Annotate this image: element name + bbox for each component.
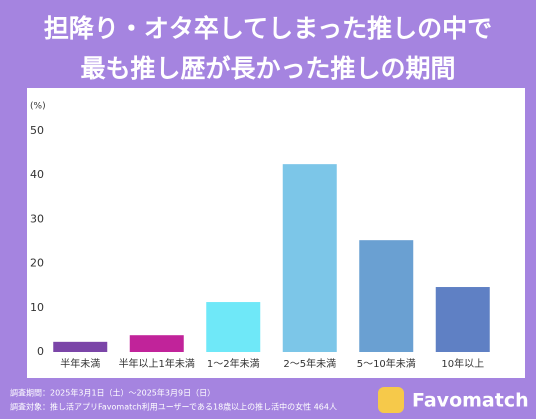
brand-icon <box>378 387 404 413</box>
y-tick-label: 20 <box>30 257 44 270</box>
x-tick-label: 半年未満 <box>60 357 100 370</box>
bar <box>53 341 108 352</box>
bar <box>282 164 337 352</box>
y-tick-label: 30 <box>30 212 44 225</box>
x-tick-label: 2～5年未満 <box>283 357 336 370</box>
chart-title: 担降り・オタ卒してしまった推しの中で <box>44 14 492 43</box>
bar <box>206 302 261 352</box>
y-tick-label: 10 <box>30 301 44 314</box>
y-tick-label: 40 <box>30 168 44 181</box>
footnote: 調査期間：2025年3月1日（土）〜2025年3月9日（日） <box>10 388 215 398</box>
x-tick-label: 半年以上1年未満 <box>119 357 195 370</box>
chart-title: 最も推し歴が長かった推しの期間 <box>80 54 455 83</box>
brand: Favomatch <box>412 390 529 412</box>
y-tick-label: 50 <box>30 124 44 137</box>
footnote: 調査対象：推し活アプリFavomatch利用ユーザーである18歳以上の推し活中の… <box>10 402 337 412</box>
x-tick-label: 10年以上 <box>441 357 484 370</box>
bar <box>435 287 490 352</box>
x-tick-label: 1～2年未満 <box>207 357 260 370</box>
y-unit: (%) <box>30 102 46 112</box>
bar <box>359 240 414 352</box>
x-tick-label: 5～10年未満 <box>357 357 416 370</box>
bar <box>129 335 184 352</box>
y-tick-label: 0 <box>37 345 44 358</box>
